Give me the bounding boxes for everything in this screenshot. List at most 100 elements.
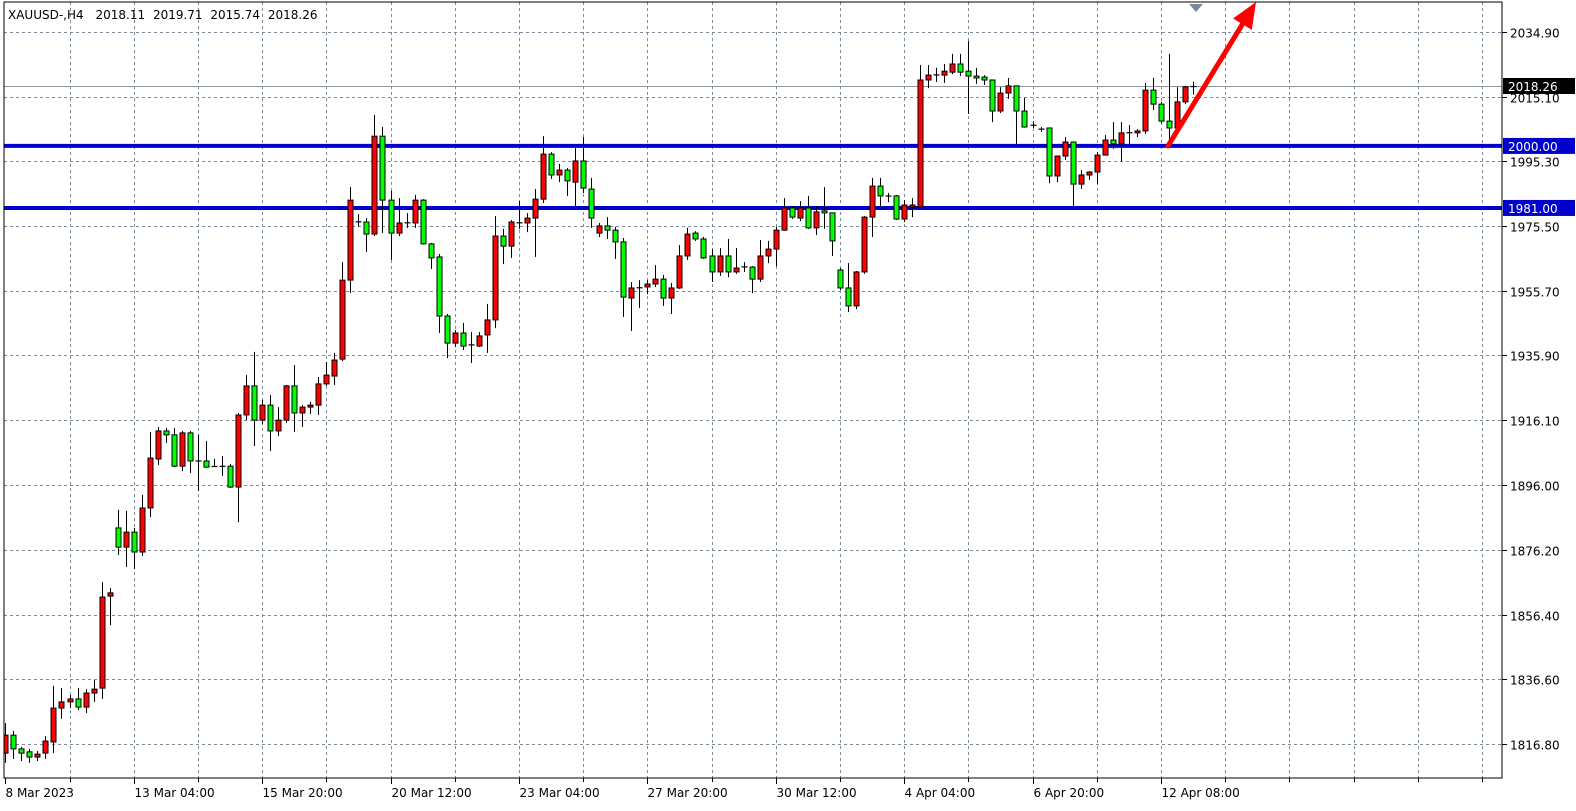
candle: [203, 441, 210, 468]
candle-body-bear: [981, 76, 988, 81]
candle-body-bull: [34, 753, 41, 758]
candle-body-bear: [1013, 85, 1020, 112]
candle-body-bull: [1086, 171, 1093, 176]
candle-body-bull: [596, 225, 603, 234]
candle: [1005, 78, 1012, 99]
candle: [845, 263, 852, 313]
candle: [989, 79, 996, 123]
time-tick-label: 30 Mar 12:00: [777, 786, 857, 800]
candle-body-bear: [420, 199, 427, 245]
candle-body-bear: [131, 531, 138, 553]
candle: [1062, 137, 1069, 160]
candle: [420, 199, 427, 245]
candle: [692, 231, 699, 241]
candle-body-bull: [243, 385, 250, 416]
candle-body-bear: [10, 734, 17, 750]
candle: [211, 458, 218, 468]
time-tick-label: 13 Mar 04:00: [135, 786, 215, 800]
candle: [949, 53, 956, 75]
level-label-box: [1503, 199, 1575, 216]
candle-body-bull: [339, 279, 346, 360]
candle: [1046, 127, 1053, 184]
candle: [476, 332, 483, 348]
candle: [436, 253, 443, 333]
candle: [195, 434, 202, 491]
candle-body-bear: [363, 221, 370, 235]
candle-body-bear: [709, 255, 716, 273]
trend-arrow[interactable]: [1165, 2, 1256, 149]
candle-body-bear: [749, 266, 756, 280]
time-axis[interactable]: 8 Mar 2023 13 Mar 04:00 15 Mar 20:00 20 Mar…: [5, 778, 1483, 800]
candle: [396, 198, 403, 237]
candle-body-bull: [540, 153, 547, 200]
candle: [371, 114, 378, 237]
candle-body-bull: [283, 385, 290, 421]
price-tick-label: 2015.10: [1510, 92, 1560, 106]
candle-body-bear: [1110, 139, 1117, 145]
candle-body-bear: [171, 434, 178, 467]
candle-body-bear: [1158, 103, 1165, 122]
candle-body-bear: [725, 255, 732, 273]
candle-body-bull: [781, 207, 788, 231]
candle: [933, 67, 940, 82]
candle: [941, 63, 948, 83]
candle-body-bull: [139, 507, 146, 553]
candle-body-bull: [1134, 130, 1141, 134]
candle-body-bear: [548, 153, 555, 176]
price-tick-label: 1816.80: [1510, 739, 1560, 753]
candle: [700, 237, 707, 259]
candle: [869, 177, 876, 238]
candle: [885, 192, 892, 203]
price-axis[interactable]: 2034.90 2015.10 1995.30 1975.50 1955.70 1935.…: [1502, 27, 1575, 753]
price-tick-label: 1955.70: [1510, 286, 1560, 300]
candle-body-bear: [428, 243, 435, 259]
candle: [227, 463, 234, 489]
candle: [965, 41, 972, 114]
candle: [588, 177, 595, 228]
candle: [404, 213, 411, 228]
candle: [1078, 170, 1085, 190]
candle: [347, 187, 354, 293]
candle: [428, 242, 435, 270]
candle: [789, 205, 796, 220]
level-label: 1981.00: [1508, 202, 1558, 216]
candle-body-bull: [179, 432, 186, 467]
chart-shift-marker-icon[interactable]: [1189, 4, 1203, 12]
candle-body-bear: [789, 207, 796, 218]
time-tick-label: 8 Mar 2023: [6, 786, 74, 800]
candle: [709, 249, 716, 283]
candle: [484, 303, 491, 353]
candle: [307, 401, 314, 414]
candle-body-bear: [829, 212, 836, 242]
candle-body-bull: [556, 169, 563, 176]
candle: [620, 237, 627, 317]
candle: [58, 687, 65, 719]
candle: [829, 212, 836, 256]
candle-body-bull: [1078, 174, 1085, 185]
candle: [275, 407, 282, 437]
candle: [1150, 78, 1157, 111]
candle-body-bull: [1005, 85, 1012, 94]
candle-body-bear: [700, 238, 707, 259]
candle: [997, 87, 1004, 113]
candle: [1054, 155, 1061, 183]
candle: [412, 194, 419, 228]
candle: [75, 687, 82, 711]
candle-body-bull: [307, 404, 314, 408]
candle: [781, 198, 788, 231]
candle: [1070, 141, 1077, 207]
candle-body-bear: [973, 75, 980, 79]
candle: [388, 190, 395, 260]
horizontal-levels: [4, 86, 1502, 210]
candle: [757, 239, 764, 283]
candle: [500, 228, 507, 265]
candle-body-bear: [989, 79, 996, 112]
candle: [468, 332, 475, 364]
candle: [540, 136, 547, 204]
candle: [444, 314, 451, 359]
candle: [251, 351, 258, 446]
candle: [668, 283, 675, 315]
candle-body-bear: [604, 225, 611, 231]
